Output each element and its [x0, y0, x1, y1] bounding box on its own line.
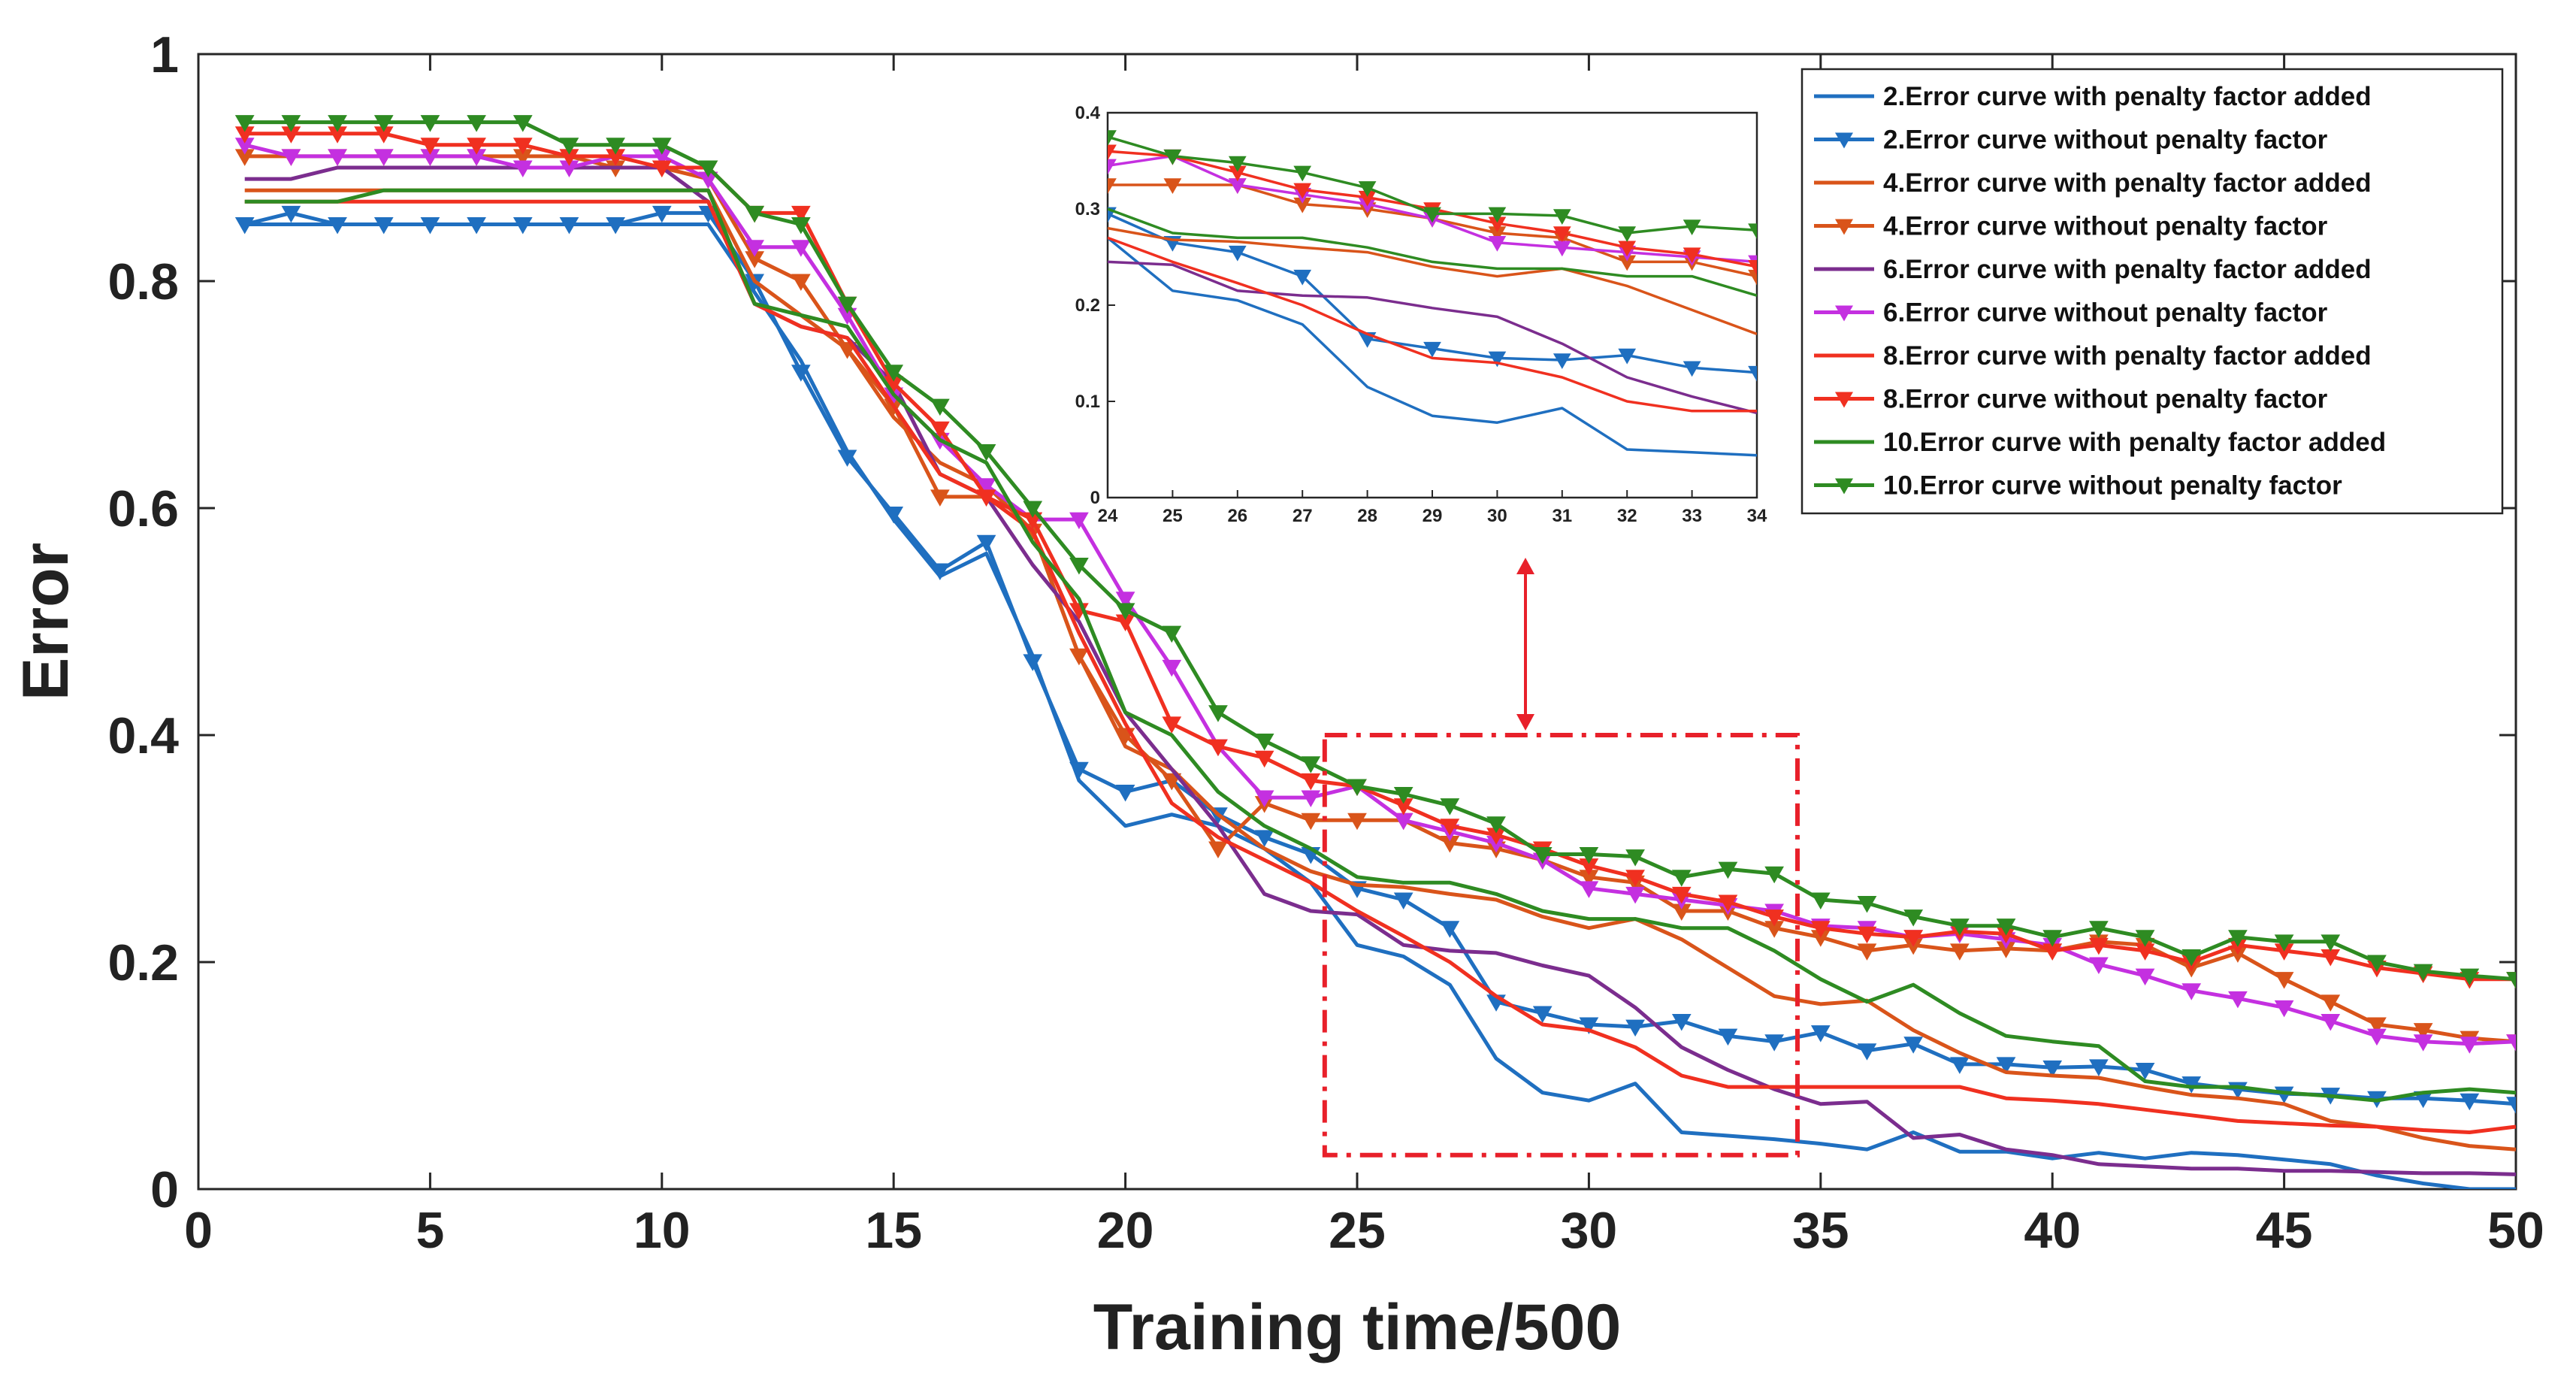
x-tick-label: 45 — [2256, 1202, 2313, 1259]
error-line-chart: 0 5 10 15 20 25 30 35 40 45 50 0 0.2 0.4 0.6 0.8 1 Traini… — [0, 0, 2576, 1377]
x-tick-label: 35 — [1792, 1202, 1849, 1259]
legend-entry-label: 2.Error curve with penalty factor added — [1883, 82, 2372, 111]
y-tick-label: 0.2 — [107, 934, 179, 991]
inset-x-tick-label: 29 — [1423, 506, 1443, 526]
legend-entry-label: 6.Error curve with penalty factor added — [1883, 255, 2372, 284]
inset-x-tick-label: 28 — [1357, 506, 1377, 526]
inset-plot-area: 24 25 26 27 28 29 30 31 32 33 34 0 0.1 0.2 0.3 0.4 — [1075, 103, 1767, 526]
y-axis-label: Error — [10, 543, 82, 701]
x-tick-label: 10 — [633, 1202, 691, 1259]
x-tick-label: 40 — [2024, 1202, 2081, 1259]
legend-entry-label: 2.Error curve without penalty factor — [1883, 126, 2328, 155]
inset-y-tick-label: 0.4 — [1075, 103, 1101, 123]
legend-entry-label: 4.Error curve with penalty factor added — [1883, 168, 2372, 198]
x-tick-label: 20 — [1097, 1202, 1154, 1259]
inset-x-tick-label: 24 — [1098, 506, 1118, 526]
inset-x-tick-label: 30 — [1487, 506, 1507, 526]
inset-y-tick-label: 0 — [1090, 488, 1100, 508]
x-tick-label: 5 — [416, 1202, 444, 1259]
x-tick-label: 15 — [865, 1202, 922, 1259]
inset-x-tick-label: 27 — [1293, 506, 1313, 526]
y-tick-label: 0.8 — [107, 253, 179, 310]
inset-x-tick-label: 25 — [1163, 506, 1183, 526]
x-tick-label: 0 — [184, 1202, 213, 1259]
inset-y-tick-label: 0.2 — [1075, 295, 1100, 316]
x-axis-label: Training time/500 — [1093, 1291, 1622, 1363]
legend-entry-label: 6.Error curve without penalty factor — [1883, 298, 2328, 328]
x-tick-label: 50 — [2487, 1202, 2544, 1259]
y-tick-label: 0.6 — [107, 480, 179, 537]
y-tick-label: 0.4 — [107, 707, 179, 764]
legend-entry-label: 10.Error curve with penalty factor added — [1883, 428, 2386, 457]
inset-x-tick-label: 31 — [1552, 506, 1572, 526]
inset-y-tick-label: 0.3 — [1075, 199, 1100, 219]
inset-x-tick-label: 26 — [1227, 506, 1247, 526]
legend-entry-label: 8.Error curve without penalty factor — [1883, 385, 2328, 414]
y-tick-label: 0 — [150, 1161, 179, 1218]
inset-y-tick-label: 0.1 — [1075, 392, 1100, 412]
y-tick-label: 1 — [150, 26, 179, 83]
inset-x-tick-label: 32 — [1617, 506, 1637, 526]
legend-entry-label: 4.Error curve without penalty factor — [1883, 212, 2328, 241]
legend-entry-label: 8.Error curve with penalty factor added — [1883, 341, 2372, 371]
x-tick-label: 30 — [1561, 1202, 1618, 1259]
x-tick-label: 25 — [1329, 1202, 1386, 1259]
inset-x-tick-label: 33 — [1682, 506, 1702, 526]
legend-entry-label: 10.Error curve without penalty factor — [1883, 471, 2342, 501]
inset-x-tick-label: 34 — [1747, 506, 1767, 526]
legend: 2.Error curve with penalty factor added 2… — [1802, 69, 2502, 513]
